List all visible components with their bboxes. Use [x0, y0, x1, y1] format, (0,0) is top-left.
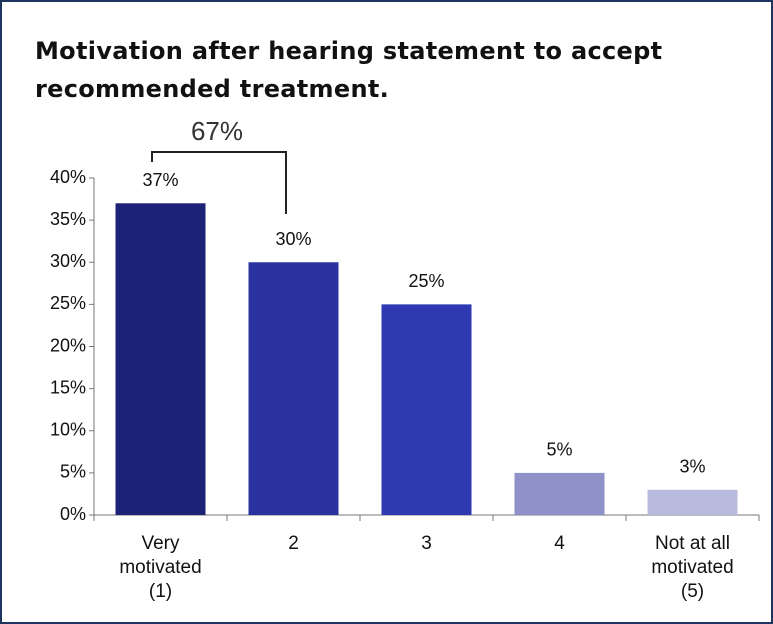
data-label: 25% — [408, 271, 444, 291]
y-tick-label: 0% — [60, 504, 86, 524]
annotation: 67% — [191, 116, 243, 146]
y-tick-label: 10% — [50, 420, 86, 440]
data-label: 3% — [679, 456, 705, 476]
x-tick-label: 4 — [554, 533, 565, 554]
bar — [115, 203, 206, 515]
bar — [248, 262, 339, 515]
data-label: 37% — [142, 170, 178, 190]
y-tick-label: 15% — [50, 377, 86, 397]
y-tick-label: 20% — [50, 335, 86, 355]
bracket — [151, 151, 287, 214]
data-label: 30% — [275, 229, 311, 249]
y-tick-label: 25% — [50, 293, 86, 313]
y-tick-label: 40% — [50, 167, 86, 187]
bar — [514, 472, 605, 515]
y-tick-label: 30% — [50, 251, 86, 271]
x-tick-label: Not at all motivated (5) — [651, 533, 734, 602]
bar — [381, 304, 472, 515]
x-tick-label: Very motivated (1) — [119, 533, 202, 602]
data-label: 5% — [546, 440, 572, 460]
bar — [647, 489, 738, 515]
x-tick-label: 2 — [288, 533, 299, 554]
y-tick-label: 35% — [50, 209, 86, 229]
x-tick-label: 3 — [421, 533, 432, 554]
chart-title: Motivation after hearing statement to ac… — [35, 37, 663, 103]
y-tick-label: 5% — [60, 462, 86, 482]
